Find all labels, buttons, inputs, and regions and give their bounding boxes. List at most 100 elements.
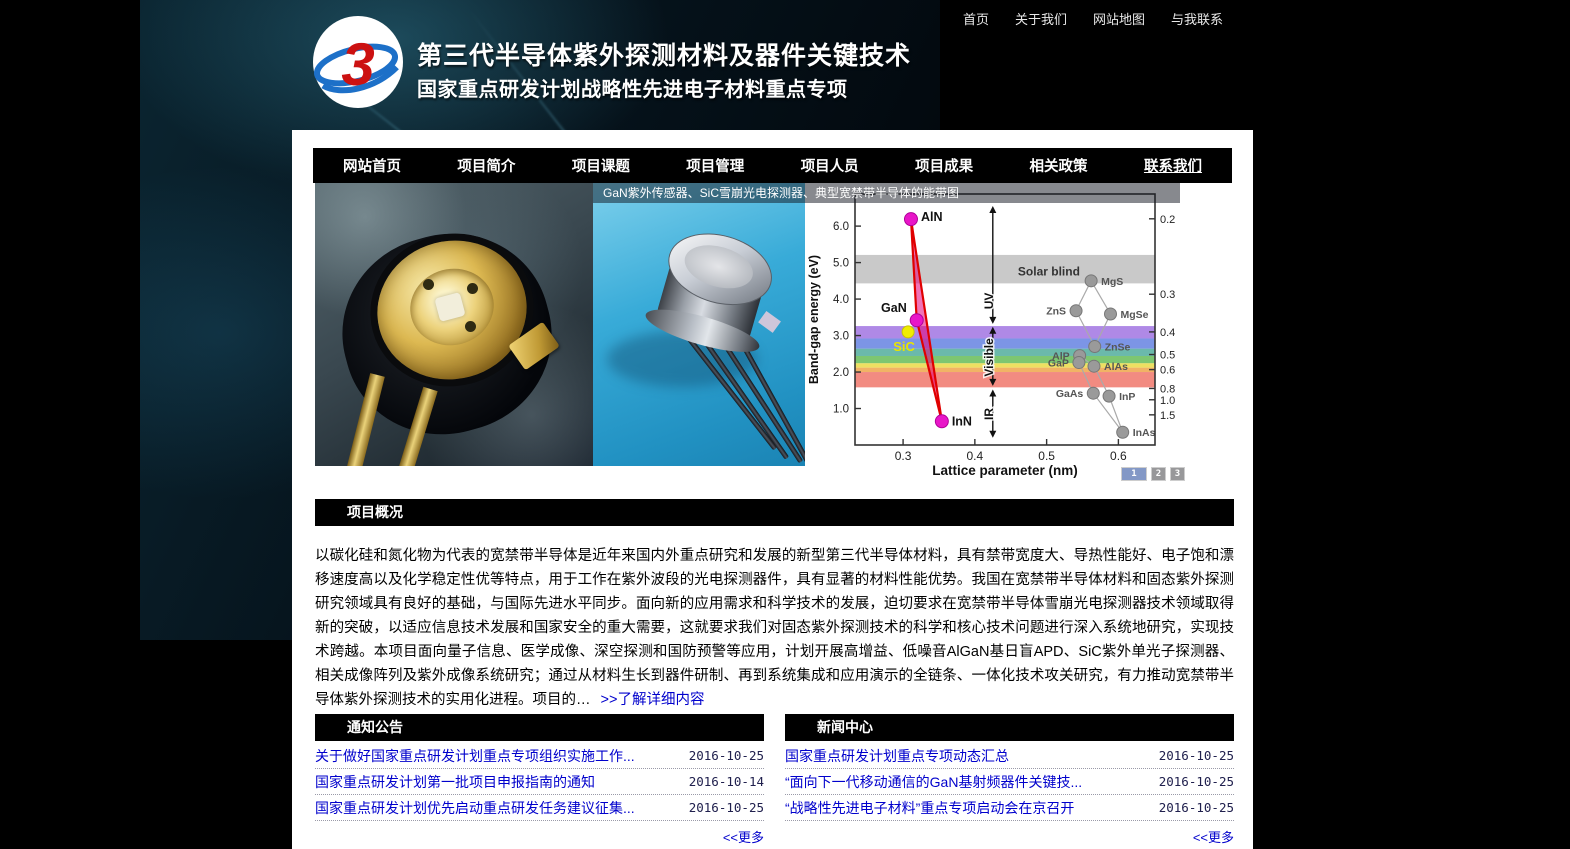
top-utility-links: 首页 关于我们 网站地图 与我联系 — [963, 9, 1223, 28]
list-item-link[interactable]: 关于做好国家重点研发计划重点专项组织实施工作... — [315, 747, 635, 764]
nav-item[interactable]: 网站首页 — [343, 159, 401, 175]
topbar-link[interactable]: 首页 — [963, 12, 990, 27]
bandgap-chart: Solar blind UV Visible IR MgS ZnS MgSe ZnSe AlP G… — [805, 183, 1180, 480]
svg-text:InAs: InAs — [1133, 427, 1156, 439]
list-item-date: 2016-10-14 — [688, 774, 764, 789]
list-item-date: 2016-10-25 — [688, 748, 764, 763]
svg-text:4.0: 4.0 — [833, 294, 849, 306]
site-title: 第三代半导体紫外探测材料及器件关键技术 — [417, 42, 912, 70]
svg-text:InP: InP — [1119, 391, 1135, 403]
list-item-date: 2016-10-25 — [688, 800, 764, 815]
svg-text:0.8: 0.8 — [1160, 383, 1175, 395]
svg-text:0.4: 0.4 — [1160, 327, 1175, 339]
svg-text:UV: UV — [982, 293, 996, 310]
carousel-page-button[interactable]: 3 — [1170, 467, 1185, 481]
news-heading: 新闻中心 — [785, 714, 1234, 741]
carousel-page-button[interactable]: 1 — [1121, 467, 1147, 481]
svg-text:Solar blind: Solar blind — [1018, 265, 1080, 279]
list-item: “面向下一代移动通信的GaN基射频器件关键技... 2016-10-25 — [785, 769, 1234, 795]
detector-bond-pad — [467, 283, 478, 294]
svg-text:MgS: MgS — [1101, 276, 1123, 288]
nav-item[interactable]: 项目人员 — [800, 159, 859, 175]
notices-list: 关于做好国家重点研发计划重点专项组织实施工作... 2016-10-25 国家重点研… — [315, 743, 764, 821]
list-item-date: 2016-10-25 — [1158, 800, 1234, 815]
svg-text:0.3: 0.3 — [1160, 289, 1175, 301]
svg-text:AlN: AlN — [921, 210, 943, 224]
list-item: 国家重点研发计划重点专项动态汇总 2016-10-25 — [785, 743, 1234, 769]
banner-carousel: Solar blind UV Visible IR MgS ZnS MgSe ZnSe AlP G… — [315, 183, 1185, 481]
list-item: “战略性先进电子材料”重点专项启动会在京召开 2016-10-25 — [785, 795, 1234, 821]
svg-text:Visible: Visible — [982, 338, 996, 377]
overview-paragraph: 以碳化硅和氮化物为代表的宽禁带半导体是近年来国内外重点研究和发展的新型第三代半导… — [315, 544, 1234, 714]
detector-bond-pad — [465, 321, 476, 332]
list-item-date: 2016-10-25 — [1158, 748, 1234, 763]
list-item-date: 2016-10-25 — [1158, 774, 1234, 789]
svg-text:ZnSe: ZnSe — [1105, 341, 1131, 353]
svg-text:3.0: 3.0 — [833, 331, 849, 343]
svg-text:0.2: 0.2 — [1160, 214, 1175, 226]
svg-text:1.0: 1.0 — [833, 404, 849, 416]
list-item-link[interactable]: 国家重点研发计划重点专项动态汇总 — [785, 747, 1009, 764]
page-container: 网站首页 项目简介 项目课题 项目管理 项目人员 项目成果 相关政策 联系我们 — [292, 130, 1253, 849]
nav-item[interactable]: 项目简介 — [457, 159, 516, 175]
notices-heading: 通知公告 — [315, 714, 764, 741]
topbar-link[interactable]: 与我联系 — [1171, 12, 1224, 27]
svg-text:6.0: 6.0 — [833, 221, 849, 233]
news-more-link[interactable]: <<更多 — [1192, 830, 1234, 845]
svg-text:InN: InN — [952, 414, 972, 428]
svg-text:0.4: 0.4 — [967, 449, 984, 463]
news-list: 国家重点研发计划重点专项动态汇总 2016-10-25 “面向下一代移动通信的GaN… — [785, 743, 1234, 821]
svg-text:SiC: SiC — [893, 339, 915, 354]
svg-text:IR: IR — [982, 408, 996, 420]
site-subtitle: 国家重点研发计划战略性先进电子材料重点专项 — [417, 79, 848, 101]
photo-gan-uv-sensor — [315, 183, 593, 466]
svg-text:GaP: GaP — [1048, 358, 1069, 370]
svg-text:1.5: 1.5 — [1160, 410, 1175, 422]
notices-column: 通知公告 关于做好国家重点研发计划重点专项组织实施工作... 2016-10-25… — [315, 714, 764, 846]
svg-text:0.6: 0.6 — [1110, 449, 1127, 463]
svg-text:GaAs: GaAs — [1056, 388, 1084, 400]
site-logo[interactable]: 3 — [311, 15, 405, 109]
svg-text:5.0: 5.0 — [833, 258, 849, 270]
topbar-link[interactable]: 关于我们 — [1015, 12, 1068, 27]
photo-sic-apd-detector — [593, 183, 805, 466]
news-column: 新闻中心 国家重点研发计划重点专项动态汇总 2016-10-25 “面向下一代移动通… — [785, 714, 1234, 846]
overview-paragraph-text: 以碳化硅和氮化物为代表的宽禁带半导体是近年来国内外重点研究和发展的新型第三代半导… — [315, 548, 1234, 708]
svg-text:AlAs: AlAs — [1104, 361, 1128, 373]
svg-text:AlP: AlP — [1052, 351, 1070, 363]
nav-item[interactable]: 项目管理 — [686, 159, 745, 175]
list-item: 国家重点研发计划优先启动重点研发任务建议征集... 2016-10-25 — [315, 795, 764, 821]
svg-text:0.3: 0.3 — [895, 449, 912, 463]
list-item-link[interactable]: “战略性先进电子材料”重点专项启动会在京召开 — [785, 799, 1075, 816]
svg-text:0.5: 0.5 — [1038, 449, 1055, 463]
nav-item[interactable]: 联系我们 — [1143, 159, 1202, 175]
svg-text:2.0: 2.0 — [833, 367, 849, 379]
svg-text:Band-gap energy (eV): Band-gap energy (eV) — [807, 255, 821, 384]
overview-section-heading: 项目概况 — [315, 499, 1234, 526]
notices-more-link[interactable]: <<更多 — [722, 830, 764, 845]
banner-caption: GaN紫外传感器、SiC雪崩光电探测器、典型宽禁带半导体的能带图 — [593, 183, 1180, 203]
svg-text:ZnS: ZnS — [1046, 306, 1066, 318]
overview-more-link[interactable]: >>了解详细内容 — [600, 692, 705, 708]
topbar-link[interactable]: 网站地图 — [1093, 12, 1146, 27]
nav-item[interactable]: 项目课题 — [571, 159, 630, 175]
main-nav: 网站首页 项目简介 项目课题 项目管理 项目人员 项目成果 相关政策 联系我们 — [313, 148, 1232, 183]
svg-text:1.0: 1.0 — [1160, 395, 1175, 407]
list-item: 国家重点研发计划第一批项目申报指南的通知 2016-10-14 — [315, 769, 764, 795]
list-item-link[interactable]: “面向下一代移动通信的GaN基射频器件关键技... — [785, 773, 1083, 790]
svg-text:MgSe: MgSe — [1121, 309, 1149, 321]
list-item-link[interactable]: 国家重点研发计划优先启动重点研发任务建议征集... — [315, 799, 635, 816]
svg-text:Lattice parameter (nm): Lattice parameter (nm) — [932, 463, 1078, 478]
nav-item[interactable]: 项目成果 — [915, 159, 974, 175]
svg-text:GaN: GaN — [881, 301, 907, 315]
bottom-columns: 通知公告 关于做好国家重点研发计划重点专项组织实施工作... 2016-10-25… — [315, 714, 1234, 846]
carousel-page-button[interactable]: 2 — [1151, 467, 1166, 481]
detector-bond-pad — [423, 279, 434, 290]
nav-item[interactable]: 相关政策 — [1029, 159, 1088, 175]
svg-text:0.5: 0.5 — [1160, 350, 1175, 362]
can-tab — [758, 310, 781, 333]
svg-text:0.6: 0.6 — [1160, 365, 1175, 377]
list-item: 关于做好国家重点研发计划重点专项组织实施工作... 2016-10-25 — [315, 743, 764, 769]
list-item-link[interactable]: 国家重点研发计划第一批项目申报指南的通知 — [315, 773, 595, 790]
